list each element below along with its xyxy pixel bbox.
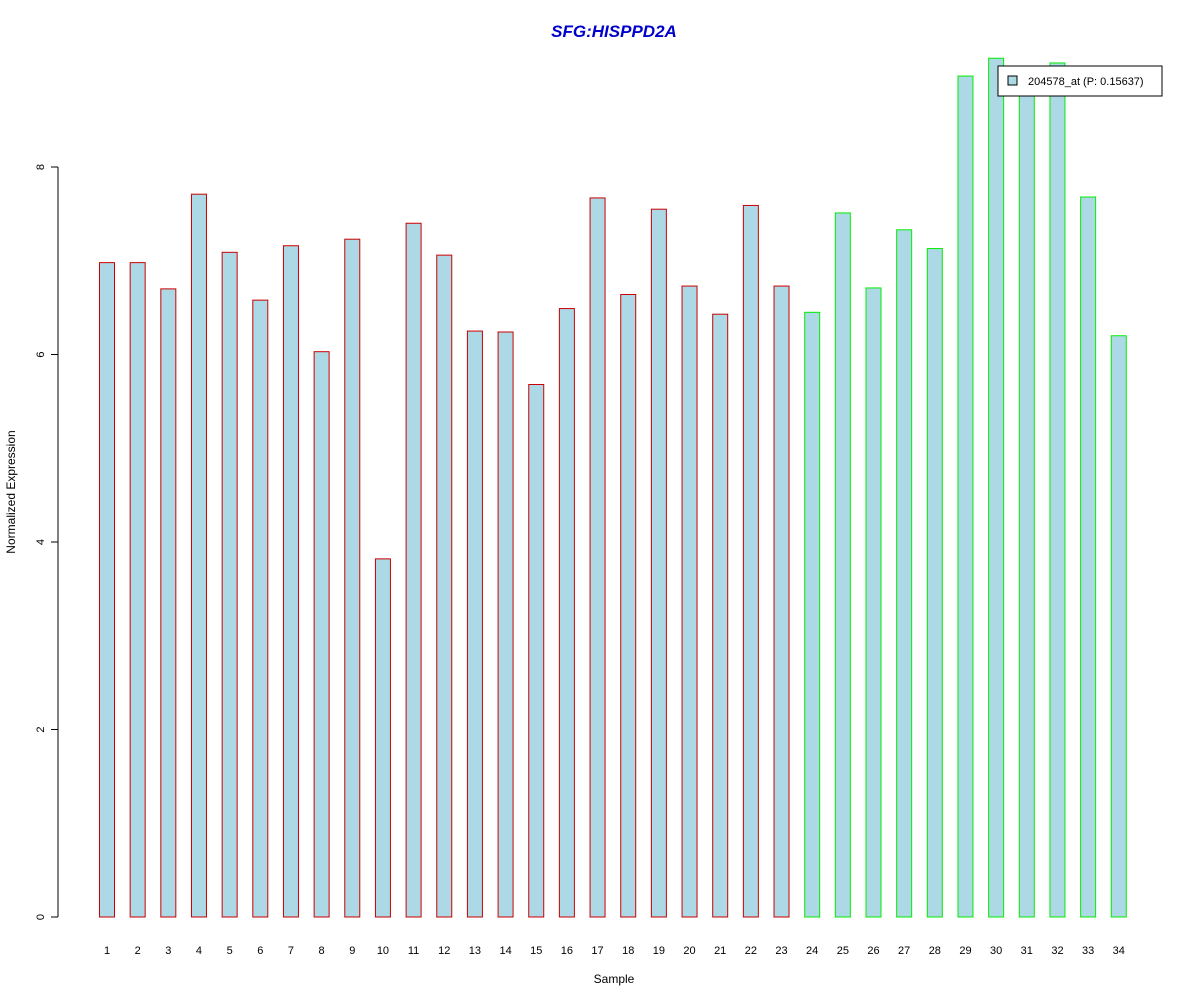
bar-sample-1	[99, 262, 115, 918]
x-tick-label: 24	[806, 945, 818, 957]
y-tick-label: 4	[35, 539, 47, 545]
x-tick-label: 4	[196, 945, 202, 957]
bar-sample-28	[926, 248, 943, 918]
x-tick-label: 7	[288, 945, 294, 957]
bar-sample-10	[374, 558, 391, 918]
legend-swatch	[1007, 75, 1018, 86]
bar-sample-8	[313, 351, 330, 918]
x-axis-label: Sample	[594, 972, 635, 986]
y-tick-label: 8	[35, 164, 47, 170]
x-tick-label: 29	[959, 945, 971, 957]
bar-sample-5	[221, 251, 238, 918]
x-tick-label: 13	[469, 945, 481, 957]
legend-box	[997, 65, 1163, 97]
x-tick-label: 25	[837, 945, 849, 957]
bar-sample-33	[1080, 196, 1097, 918]
x-tick-label: 23	[775, 945, 787, 957]
bar-sample-6	[252, 299, 269, 918]
x-tick-label: 27	[898, 945, 910, 957]
x-tick-label: 28	[929, 945, 941, 957]
x-tick-label: 12	[438, 945, 450, 957]
y-axis-label: Normalized Expression	[4, 430, 18, 553]
x-tick-label: 17	[591, 945, 603, 957]
x-tick-label: 32	[1051, 945, 1063, 957]
bar-sample-34	[1110, 335, 1127, 918]
bar-sample-11	[405, 222, 422, 918]
x-tick-label: 16	[561, 945, 573, 957]
bar-sample-2	[129, 262, 146, 918]
bar-sample-24	[804, 311, 821, 918]
bar-sample-12	[436, 254, 453, 918]
bar-sample-9	[344, 238, 361, 918]
bar-sample-18	[620, 294, 637, 918]
x-tick-label: 19	[653, 945, 665, 957]
bar-sample-20	[681, 285, 698, 918]
legend-label: 204578_at (P: 0.15637)	[1028, 76, 1144, 88]
x-tick-label: 8	[319, 945, 325, 957]
bar-sample-15	[528, 384, 545, 918]
y-tick-label: 2	[35, 726, 47, 732]
y-tick-label: 0	[35, 914, 47, 920]
bar-sample-21	[712, 313, 729, 918]
x-tick-label: 22	[745, 945, 757, 957]
x-tick-label: 18	[622, 945, 634, 957]
bar-sample-26	[865, 287, 882, 918]
bar-sample-31	[1018, 80, 1035, 918]
bar-sample-29	[957, 75, 974, 918]
x-tick-label: 21	[714, 945, 726, 957]
x-tick-label: 6	[257, 945, 263, 957]
bar-sample-32	[1049, 62, 1066, 918]
bar-sample-14	[497, 331, 514, 918]
y-tick-label: 6	[35, 351, 47, 357]
x-tick-label: 26	[867, 945, 879, 957]
bar-sample-3	[160, 288, 177, 918]
x-tick-label: 3	[165, 945, 171, 957]
bar-sample-22	[742, 204, 759, 918]
x-tick-label: 10	[377, 945, 389, 957]
x-tick-label: 1	[104, 945, 110, 957]
x-tick-label: 2	[135, 945, 141, 957]
x-tick-label: 31	[1021, 945, 1033, 957]
bar-sample-17	[589, 197, 606, 918]
x-tick-label: 33	[1082, 945, 1094, 957]
x-tick-label: 9	[349, 945, 355, 957]
bar-sample-23	[773, 285, 790, 918]
bar-sample-30	[988, 57, 1005, 918]
legend: 204578_at (P: 0.15637)	[997, 65, 1163, 97]
x-tick-label: 15	[530, 945, 542, 957]
y-axis: 0 2 4 6 8	[35, 164, 59, 920]
x-tick-label: 5	[227, 945, 233, 957]
bar-sample-19	[650, 208, 667, 918]
x-tick-label: 20	[683, 945, 695, 957]
chart-title: SFG:HISPPD2A	[551, 22, 677, 41]
bar-sample-25	[834, 212, 851, 918]
bar-sample-4	[190, 193, 207, 918]
bars-group	[99, 57, 1127, 918]
x-tick-label: 34	[1113, 945, 1125, 957]
bar-sample-16	[558, 308, 575, 918]
bar-sample-13	[466, 330, 483, 918]
x-tick-label: 14	[499, 945, 511, 957]
x-tick-labels: 1 2 3 4 5 6 7 8 9 10 11 12 13 14 15 16 17 18 19 20 21 22 23 24 2…	[104, 945, 1125, 957]
x-tick-label: 11	[408, 945, 419, 957]
x-tick-label: 30	[990, 945, 1002, 957]
bar-sample-27	[896, 229, 913, 918]
bar-sample-7	[282, 245, 299, 918]
